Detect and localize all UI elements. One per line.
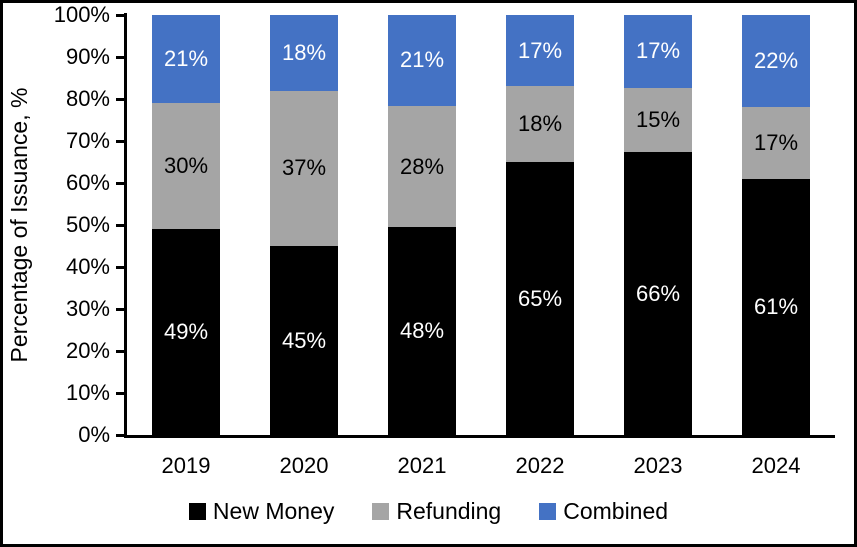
data-label: 21% [163, 46, 209, 72]
y-tick-mark [116, 182, 124, 185]
data-label: 17% [517, 37, 563, 63]
bar-segment-new-money-2024: 61% [742, 178, 810, 435]
y-tick-label: 90% [65, 44, 110, 69]
x-axis-labels: 2019 2020 2021 2022 2023 2024 [127, 453, 835, 479]
bar-segment-new-money-2023: 66% [624, 152, 692, 435]
bar-segment-combined-2019: 21% [152, 15, 220, 104]
data-label: 49% [163, 319, 209, 345]
x-axis-line [124, 435, 835, 438]
bar-segment-combined-2023: 17% [624, 15, 692, 88]
legend-swatch-icon [372, 503, 390, 520]
legend-item-refunding: Refunding [372, 498, 501, 525]
bar-segment-new-money-2022: 65% [506, 162, 574, 435]
x-axis-label-2019: 2019 [161, 453, 211, 478]
x-axis-label-2024: 2024 [751, 453, 801, 478]
bar-segment-new-money-2021: 48% [388, 227, 456, 435]
legend-label: Combined [563, 498, 669, 524]
bar-2023: 66% 15% 17% [624, 15, 692, 435]
y-tick-label: 30% [65, 296, 110, 321]
data-label: 21% [399, 47, 445, 73]
y-tick-label: 20% [65, 338, 110, 363]
data-label: 22% [753, 48, 799, 74]
data-label: 45% [281, 327, 327, 353]
y-tick-mark [116, 434, 124, 437]
legend-item-combined: Combined [539, 498, 668, 525]
x-axis-label-2020: 2020 [279, 453, 329, 478]
data-label: 65% [517, 285, 563, 311]
data-label: 17% [753, 130, 799, 156]
bar-segment-refunding-2022: 18% [506, 86, 574, 162]
bar-segment-combined-2024: 22% [742, 15, 810, 108]
bar-segment-new-money-2019: 49% [152, 229, 220, 435]
bar-segment-new-money-2020: 45% [270, 246, 338, 435]
bar-segment-refunding-2023: 15% [624, 87, 692, 153]
data-label: 18% [517, 111, 563, 137]
bar-segment-combined-2021: 21% [388, 15, 456, 106]
data-label: 66% [635, 280, 681, 306]
bar-2019: 49% 30% 21% [152, 15, 220, 435]
y-tick-mark [116, 266, 124, 269]
y-tick-label: 70% [65, 128, 110, 153]
bar-2021: 48% 28% 21% [388, 15, 456, 435]
x-axis-label-2023: 2023 [633, 453, 683, 478]
y-tick-label: 100% [53, 2, 110, 27]
legend: New Money Refunding Combined [3, 498, 854, 525]
y-tick-label: 40% [65, 254, 110, 279]
bar-2024: 61% 17% 22% [742, 15, 810, 435]
data-label: 28% [399, 153, 445, 179]
x-axis-label-2021: 2021 [397, 453, 447, 478]
bar-segment-refunding-2024: 17% [742, 107, 810, 179]
bar-2022: 65% 18% 17% [506, 15, 574, 435]
bar-segment-refunding-2019: 30% [152, 103, 220, 230]
data-label: 48% [399, 318, 445, 344]
x-axis-label-2022: 2022 [515, 453, 565, 478]
data-label: 18% [281, 39, 327, 65]
plot-area: 49% 30% 21% 45% 37% 18% 48% 28% 21% 65% 18% 17% 66% 1… [127, 15, 835, 435]
y-tick-label: 10% [65, 380, 110, 405]
bar-segment-combined-2022: 17% [506, 15, 574, 87]
y-tick-label: 0% [78, 422, 110, 447]
data-label: 37% [281, 155, 327, 181]
bar-2020: 45% 37% 18% [270, 15, 338, 435]
y-tick-mark [116, 350, 124, 353]
data-label: 17% [635, 38, 681, 64]
y-tick-label: 50% [65, 212, 110, 237]
y-tick-mark [116, 224, 124, 227]
y-tick-mark [116, 98, 124, 101]
legend-item-new-money: New Money [188, 498, 335, 525]
bar-segment-combined-2020: 18% [270, 15, 338, 91]
bar-segment-refunding-2021: 28% [388, 105, 456, 228]
bar-segment-refunding-2020: 37% [270, 90, 338, 246]
y-tick-mark [116, 392, 124, 395]
data-label: 30% [163, 153, 209, 179]
y-tick-label: 60% [65, 170, 110, 195]
y-tick-mark [116, 56, 124, 59]
data-label: 61% [753, 293, 799, 319]
y-tick-mark [116, 140, 124, 143]
data-label: 15% [635, 107, 681, 133]
y-tick-mark [116, 308, 124, 311]
legend-swatch-icon [188, 503, 206, 520]
legend-label: Refunding [396, 498, 502, 524]
y-axis-line [124, 13, 127, 438]
legend-swatch-icon [539, 503, 557, 520]
y-tick-mark [116, 14, 124, 17]
legend-label: New Money [212, 498, 335, 524]
y-tick-label: 80% [65, 86, 110, 111]
